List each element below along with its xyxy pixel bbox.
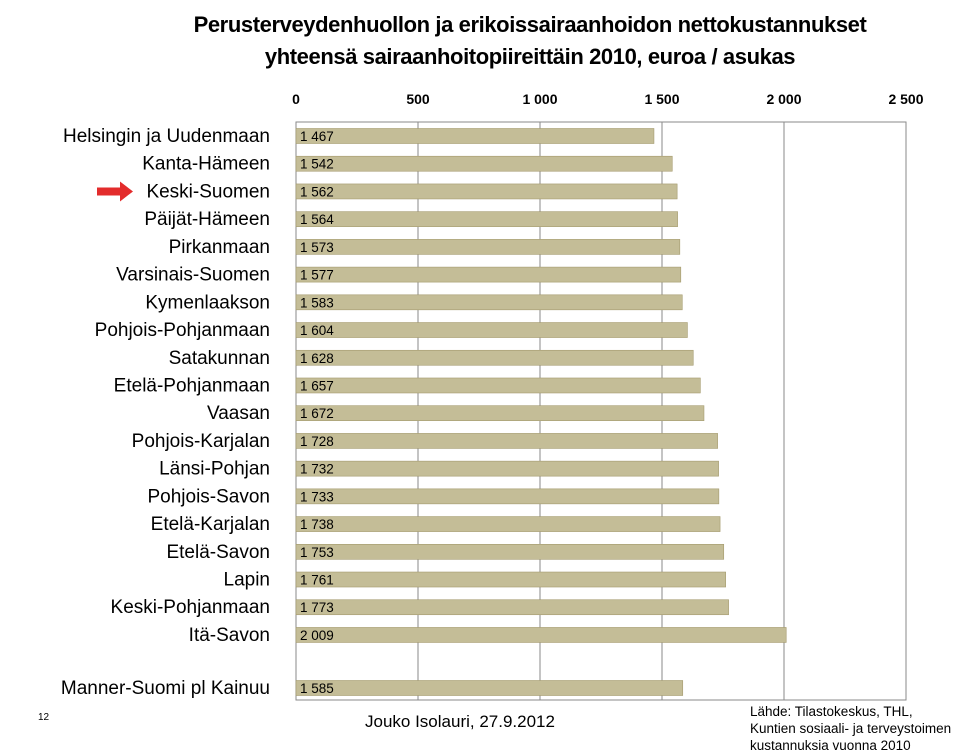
category-label-8: Satakunnan	[169, 348, 270, 369]
value-label-6: 1 583	[300, 295, 334, 310]
category-label-13: Pohjois-Savon	[147, 486, 270, 507]
value-label-7: 1 604	[300, 323, 334, 338]
chart-subtitle: yhteensä sairaanhoitopiireittäin 2010, e…	[264, 44, 796, 69]
x-tick-label-1000: 1 000	[522, 91, 557, 107]
bar-11	[295, 433, 718, 449]
x-tick-label-500: 500	[406, 91, 430, 107]
bar-5	[295, 266, 682, 283]
category-label-12: Länsi-Pohjan	[159, 459, 270, 480]
bar-9	[295, 377, 701, 394]
highlight-arrow-icon	[97, 181, 133, 202]
value-label-4: 1 573	[300, 240, 334, 255]
value-label-2: 1 562	[300, 184, 334, 199]
author-date: Jouko Isolauri, 27.9.2012	[365, 712, 555, 731]
bar-18	[295, 627, 787, 643]
category-label-4: Pirkanmaan	[169, 237, 270, 258]
category-label-1: Kanta-Hämeen	[142, 154, 270, 175]
value-label-14: 1 738	[300, 517, 334, 532]
source-line-2: Kuntien sosiaali- ja terveystoimen	[750, 721, 952, 736]
x-tick-label-0: 0	[292, 91, 300, 107]
value-label-9: 1 657	[300, 378, 334, 393]
bar-10	[295, 405, 705, 422]
bar-total	[295, 680, 684, 696]
page-number: 12	[38, 712, 50, 723]
value-label-12: 1 732	[300, 462, 334, 477]
bar-7	[295, 322, 688, 338]
bar-13	[295, 488, 720, 505]
category-label-5: Varsinais-Suomen	[116, 265, 270, 286]
value-label-13: 1 733	[300, 489, 334, 504]
category-label-9: Etelä-Pohjanmaan	[114, 375, 270, 396]
bar-0	[295, 128, 655, 144]
value-label-10: 1 672	[300, 406, 334, 421]
bar-4	[295, 239, 681, 255]
value-label-1: 1 542	[300, 157, 334, 172]
source-line-3: kustannuksia vuonna 2010	[750, 738, 911, 753]
category-label-16: Lapin	[224, 570, 271, 591]
chart-title: Perusterveydenhuollon ja erikoissairaanh…	[193, 12, 867, 37]
value-label-11: 1 728	[300, 434, 334, 449]
x-tick-label-1500: 1 500	[644, 91, 679, 107]
value-label-5: 1 577	[300, 268, 334, 283]
category-label-10: Vaasan	[207, 403, 270, 424]
value-label-total: 1 585	[300, 681, 334, 696]
value-label-17: 1 773	[300, 600, 334, 615]
value-label-16: 1 761	[300, 573, 334, 588]
value-label-15: 1 753	[300, 545, 334, 560]
category-label-17: Keski-Pohjanmaan	[111, 597, 270, 618]
category-label-total: Manner-Suomi pl Kainuu	[61, 678, 270, 699]
category-label-14: Etelä-Karjalan	[151, 514, 270, 535]
bar-3	[295, 211, 678, 227]
bar-1	[295, 155, 673, 172]
bar-15	[295, 543, 725, 560]
category-label-15: Etelä-Savon	[166, 542, 270, 563]
x-tick-label-2500: 2 500	[888, 91, 923, 107]
category-label-3: Päijät-Hämeen	[144, 209, 270, 230]
value-label-18: 2 009	[300, 628, 334, 643]
bar-17	[295, 599, 729, 616]
source-line-1: Lähde: Tilastokeskus, THL,	[750, 704, 913, 719]
category-label-0: Helsingin ja Uudenmaan	[63, 126, 270, 147]
category-label-7: Pohjois-Pohjanmaan	[95, 320, 270, 341]
bar-6	[295, 294, 683, 311]
category-label-11: Pohjois-Karjalan	[132, 431, 270, 452]
source-note: Lähde: Tilastokeskus, THL, Kuntien sosia…	[750, 703, 951, 754]
bar-2	[295, 183, 678, 200]
category-label-6: Kymenlaakson	[145, 292, 270, 313]
value-label-0: 1 467	[300, 129, 334, 144]
category-label-18: Itä-Savon	[189, 625, 270, 646]
category-label-2: Keski-Suomen	[146, 181, 270, 202]
x-tick-label-2000: 2 000	[766, 91, 801, 107]
bar-14	[295, 516, 721, 532]
bar-8	[295, 349, 694, 366]
value-label-8: 1 628	[300, 351, 334, 366]
bar-16	[295, 571, 726, 588]
value-label-3: 1 564	[300, 212, 334, 227]
bar-12	[295, 460, 719, 477]
